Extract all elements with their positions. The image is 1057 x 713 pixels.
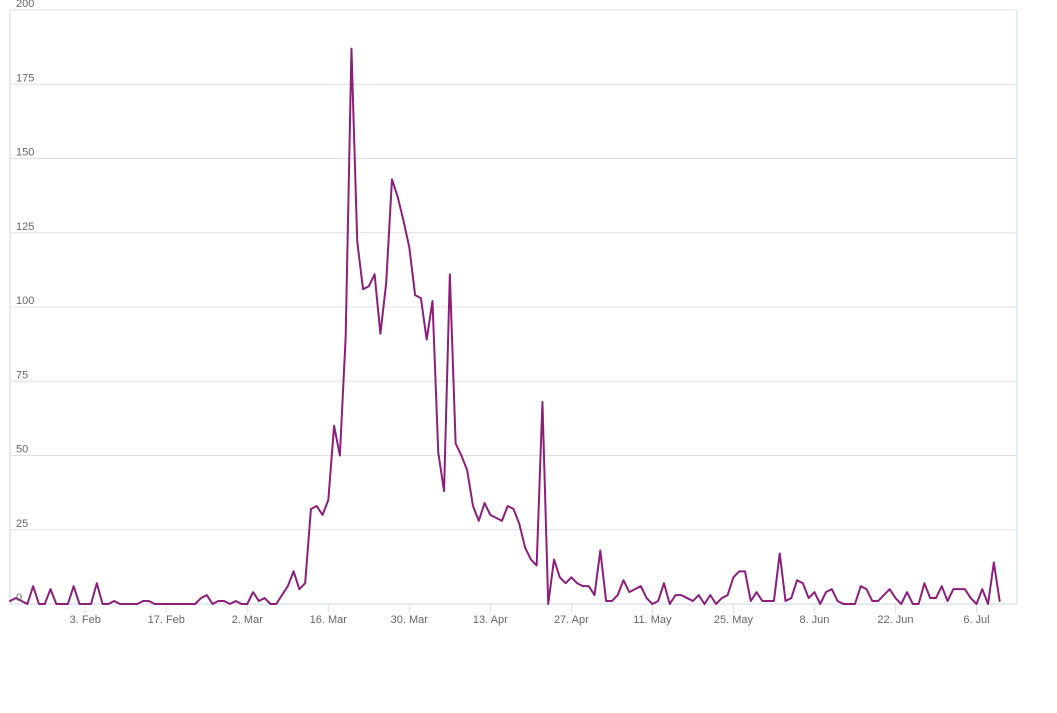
series-layer [9, 47, 1001, 605]
x-tick-label: 6. Jul [963, 614, 989, 626]
grid-layer [10, 9, 1017, 605]
x-axis-labels: 3. Feb 17. Feb 2. Mar 16. Mar 30. Mar 13. Apr… [70, 614, 990, 626]
x-tick-label: 11. May [633, 614, 672, 626]
series-line [9, 47, 1001, 605]
x-tick-label: 17. Feb [148, 614, 185, 626]
x-tick-label: 13. Apr [473, 614, 508, 626]
x-tick-label: 2. Mar [232, 614, 264, 626]
y-tick-label: 125 [16, 221, 34, 233]
y-tick-label: 75 [16, 369, 28, 381]
y-tick-label: 50 [16, 444, 28, 456]
x-tick-label: 27. Apr [554, 614, 589, 626]
y-tick-label: 200 [16, 0, 34, 10]
y-tick-label: 25 [16, 518, 28, 530]
x-axis-ticks [84, 604, 977, 613]
y-tick-label: 175 [16, 72, 34, 84]
y-axis-labels: 0 25 50 75 100 125 150 175 200 [16, 0, 34, 604]
y-tick-label: 100 [16, 295, 34, 307]
x-tick-label: 3. Feb [70, 614, 101, 626]
x-tick-label: 16. Mar [310, 614, 348, 626]
x-tick-label: 22. Jun [877, 614, 913, 626]
y-tick-label: 150 [16, 147, 34, 159]
x-tick-label: 8. Jun [799, 614, 829, 626]
x-tick-label: 25. May [714, 614, 754, 626]
x-tick-label: 30. Mar [391, 614, 429, 626]
y-tick-label: 0 [16, 592, 22, 604]
